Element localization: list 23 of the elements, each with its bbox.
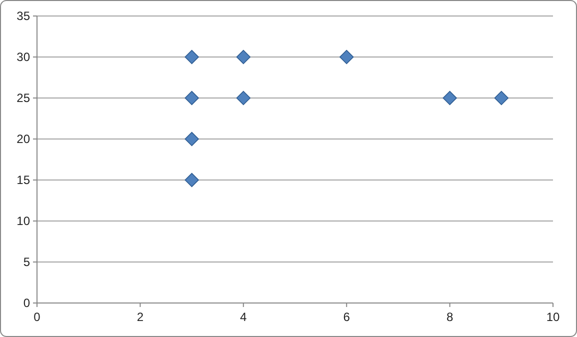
x-tick-label: 2: [136, 310, 144, 324]
point: [494, 90, 509, 106]
x-tick-label: 4: [240, 310, 248, 324]
y-tick-label: 30: [16, 50, 30, 64]
y-tick-label: 25: [16, 91, 30, 106]
point: [339, 50, 354, 64]
y-tick-label: 0: [23, 296, 30, 310]
point: [184, 90, 199, 106]
point: [236, 90, 251, 106]
point: [442, 90, 457, 106]
y-tick-label: 5: [23, 255, 30, 270]
point: [184, 50, 199, 64]
x-tick-label: 0: [34, 310, 41, 324]
point: [184, 132, 199, 146]
point: [184, 172, 199, 188]
y-tick-label: 15: [16, 173, 30, 188]
x-tick-label: 8: [446, 310, 454, 324]
y-tick-label: 10: [16, 214, 30, 228]
x-tick-label: 6: [343, 310, 350, 324]
point: [236, 50, 251, 64]
x-tick-label: 10: [546, 310, 560, 324]
y-tick-label: 20: [16, 132, 30, 146]
y-tick-label: 35: [16, 9, 30, 24]
